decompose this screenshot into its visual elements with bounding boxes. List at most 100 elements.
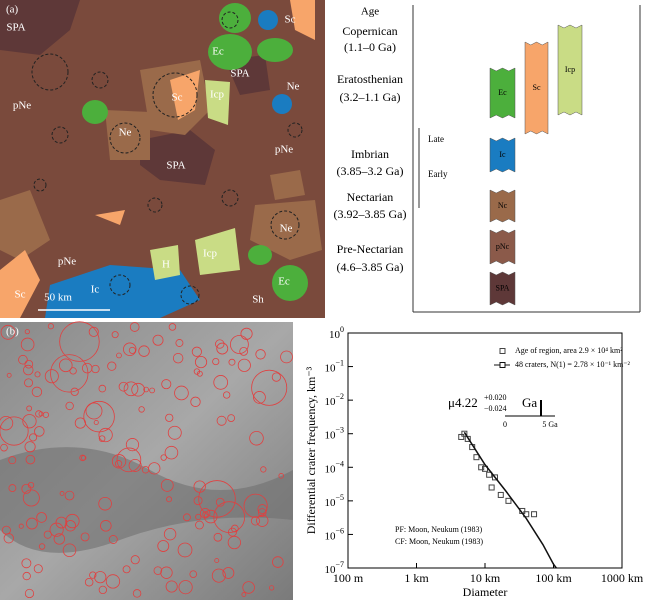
y-tick-base: 10	[324, 463, 336, 475]
y-tick-label: 100	[329, 325, 344, 341]
crater-ring	[175, 339, 184, 347]
y-tick-base: 10	[329, 329, 341, 341]
unit-area	[195, 228, 240, 275]
y-tick-base: 10	[324, 564, 336, 576]
crater-ring	[100, 520, 112, 532]
y-tick-exponent: −6	[335, 526, 344, 535]
footnote: CF: Moon, Neukum (1983)	[395, 537, 483, 546]
crater-ring	[65, 513, 80, 529]
crater-ring	[242, 581, 255, 594]
period-range: (1.1–0 Ga)	[344, 40, 396, 54]
crater-ring	[165, 580, 178, 593]
crater-ring	[98, 435, 106, 442]
unit-box	[489, 229, 516, 265]
period-name: Pre-Nectarian	[337, 242, 404, 256]
crater-ring	[128, 458, 142, 472]
unit-box	[489, 189, 516, 223]
crater-ring	[229, 335, 249, 354]
y-tick-label: 10−3	[324, 426, 344, 442]
crater-ring	[26, 517, 38, 530]
crater-ring	[160, 454, 167, 461]
y-tick-exponent: −4	[335, 459, 344, 468]
x-tick-label: 100 m	[333, 571, 364, 585]
crater-ring	[143, 386, 149, 393]
crater-ring	[216, 342, 229, 355]
crater-ring	[8, 484, 17, 493]
map-label: Sc	[15, 289, 26, 301]
crater-ring	[107, 361, 117, 371]
unit-area	[95, 210, 125, 225]
unit-area	[82, 100, 108, 124]
crater-ring	[189, 570, 198, 578]
crater-ring	[0, 415, 14, 431]
map-label: pNe	[275, 144, 293, 156]
crater-ring	[33, 564, 43, 574]
unit-area	[170, 70, 200, 120]
crater-ring	[94, 571, 107, 584]
crater-ring	[164, 445, 179, 460]
data-point	[473, 454, 480, 461]
crater-ring	[160, 478, 174, 492]
crater-ring	[36, 512, 47, 523]
crater-ring	[227, 414, 236, 422]
crater-ring	[166, 496, 173, 503]
geologic-map	[0, 0, 325, 318]
unit-area	[250, 200, 322, 260]
unit-area	[0, 0, 80, 55]
crater-ring	[199, 508, 211, 519]
crater-ring	[132, 589, 142, 598]
crater-ring	[35, 410, 43, 418]
subdivision: Early	[428, 169, 448, 179]
crater-ring	[152, 334, 164, 346]
map-label: Ec	[212, 46, 224, 58]
crater-ring	[64, 520, 77, 532]
map-label: pNe	[58, 256, 76, 268]
crater-ring	[195, 520, 204, 530]
age-unit: Ga	[522, 395, 537, 410]
map-label: Ec	[278, 276, 290, 288]
map-label: Icp	[203, 248, 218, 260]
crater-ring	[49, 522, 64, 537]
crater-ring	[223, 391, 231, 399]
crater-ring	[227, 535, 241, 550]
crater-ring	[251, 369, 288, 406]
unit-box	[524, 41, 549, 135]
crater-ring	[174, 385, 189, 401]
y-tick-exponent: −7	[335, 560, 344, 569]
crater-ring	[161, 379, 172, 390]
crater-ring	[160, 566, 173, 579]
y-tick-base: 10	[324, 396, 336, 408]
crater-image	[0, 321, 293, 600]
crater-ring	[24, 329, 30, 335]
crater-ring	[268, 585, 275, 591]
crater-ring	[50, 354, 89, 393]
unit-box	[489, 271, 516, 306]
unit-area	[205, 80, 230, 125]
crater-ring	[157, 540, 170, 552]
unit-label: SPA	[496, 283, 510, 292]
crater-ring	[108, 535, 118, 544]
crater-ring	[255, 349, 266, 360]
crater-outlines	[31, 11, 303, 305]
crater-ring	[53, 533, 66, 545]
unit-label: Sc	[533, 83, 541, 92]
legend-marker	[499, 362, 506, 368]
crater-ring	[191, 346, 202, 357]
y-axis-label: Differential crater frequency, km⁻³	[304, 366, 318, 534]
crater-ring	[138, 345, 150, 357]
crater-ring	[3, 533, 14, 544]
map-label: SPA	[166, 160, 185, 172]
inset-start: 0	[503, 420, 507, 429]
panel-label: (b)	[6, 326, 19, 338]
crater-ring	[105, 574, 121, 589]
crater-ring	[243, 493, 268, 518]
crater-ring	[203, 509, 218, 524]
crater-ring	[125, 438, 140, 452]
period-range: (3.92–3.85 Ga)	[334, 207, 407, 221]
crater-ring	[116, 447, 142, 473]
crater-ring	[79, 454, 86, 462]
crater-ring	[59, 321, 100, 362]
period-name: Eratosthenian	[337, 72, 403, 86]
crater-ring	[196, 370, 203, 377]
unit-box	[489, 67, 516, 119]
